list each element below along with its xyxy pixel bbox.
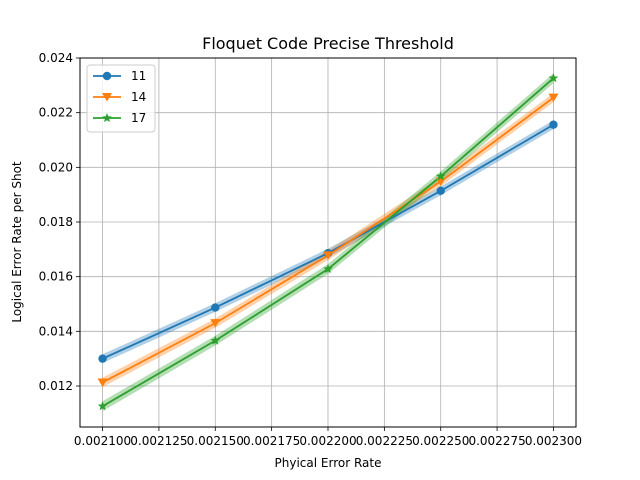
legend-label-14: 14: [131, 90, 146, 104]
series-17-band: [102, 73, 554, 412]
series-markers: [97, 73, 559, 411]
series-14-point: [548, 93, 559, 103]
x-axis-ticks: 0.002100 0.002125 0.002150 0.002175 0.002200…: [74, 427, 582, 448]
x-tick-label: 0.002250: [412, 434, 469, 448]
x-tick-label: 0.002200: [299, 434, 356, 448]
y-tick-label: 0.018: [39, 215, 73, 229]
y-tick-label: 0.020: [39, 160, 73, 174]
y-tick-label: 0.022: [39, 106, 73, 120]
legend: 11 14 17: [86, 64, 156, 133]
x-tick-label: 0.002150: [187, 434, 244, 448]
legend-box: [86, 64, 156, 133]
series-11-point: [98, 354, 107, 363]
series-11-point: [549, 120, 558, 129]
x-tick-label: 0.002175: [243, 434, 300, 448]
x-tick-label: 0.002125: [130, 434, 187, 448]
y-tick-label: 0.016: [39, 270, 73, 284]
y-tick-label: 0.014: [39, 324, 73, 338]
x-tick-label: 0.002100: [74, 434, 131, 448]
y-tick-label: 0.024: [39, 51, 73, 65]
series-17-point: [548, 73, 559, 83]
series-14-band: [102, 92, 554, 388]
legend-marker-17: [102, 113, 112, 123]
series-11-point: [436, 186, 445, 196]
legend-marker-14: [102, 93, 112, 102]
series-11-point: [211, 303, 220, 312]
x-axis-label: Phyical Error Rate: [275, 456, 382, 470]
grid: [80, 57, 576, 427]
series-14-point: [97, 378, 108, 387]
y-axis-label: Logical Error Rate per Shot: [10, 161, 24, 323]
series-14-point: [210, 319, 221, 328]
legend-label-11: 11: [131, 69, 146, 83]
legend-marker-11: [102, 71, 112, 81]
x-tick-label: 0.002300: [525, 434, 582, 448]
x-tick-label: 0.002275: [468, 434, 525, 448]
x-tick-label: 0.002225: [356, 434, 413, 448]
series-17-point: [97, 401, 108, 411]
legend-label-17: 17: [131, 111, 146, 125]
y-axis-ticks: 0.012 0.014 0.016 0.018 0.020 0.022 0.024: [39, 51, 80, 393]
y-tick-label: 0.012: [39, 379, 73, 393]
series-17-point: [323, 264, 333, 274]
series-17-point: [210, 335, 221, 345]
series-14-point: [323, 251, 333, 260]
series-17-point: [435, 171, 446, 181]
chart-title: Floquet Code Precise Threshold: [202, 34, 454, 53]
